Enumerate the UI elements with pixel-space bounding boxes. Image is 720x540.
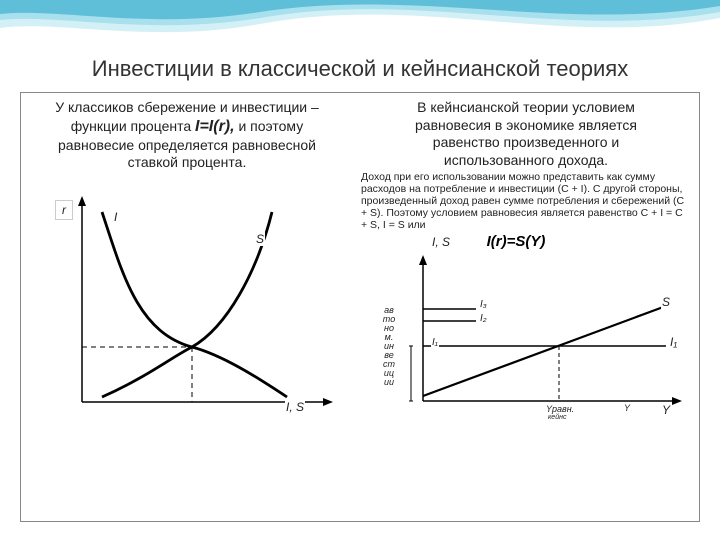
left-formula: I=I(r),: [195, 118, 235, 135]
classical-chart-svg: [27, 182, 347, 422]
left-pre: функции процента: [71, 118, 195, 134]
keynesian-chart: ав то но м. ин ве ст иц ии S I₁ I₁ I₂ I₃…: [361, 251, 691, 431]
right-para-1: В кейнсианской теории условием: [361, 99, 691, 117]
Y-label: Y: [661, 403, 671, 417]
right-y-label: I, S: [431, 235, 451, 249]
right-para-4: использованного дохода.: [361, 152, 691, 170]
left-post: и поэтому: [235, 118, 304, 134]
annot-autonomous: ав то но м. ин ве ст иц ии: [379, 306, 399, 387]
left-para-1: У классиков сбережение и инвестиции –: [27, 99, 347, 117]
left-S-label: S: [255, 232, 265, 246]
classical-chart: r I S I, S: [27, 182, 347, 422]
left-y-label: r: [55, 200, 73, 220]
I1-label-right: I₁: [669, 335, 678, 349]
left-I-label: I: [113, 210, 118, 224]
Yr-label: Yравн.: [545, 404, 575, 414]
right-equation: I(r)=S(Y): [487, 233, 546, 250]
right-para-3: равенство произведенного и: [361, 134, 691, 152]
header-wave: [0, 0, 720, 48]
Yk-label: кейнс: [547, 414, 567, 421]
left-para-2: функции процента I=I(r), и поэтому: [27, 117, 347, 137]
left-column: У классиков сбережение и инвестиции – фу…: [27, 99, 347, 422]
page-title: Инвестиции в классической и кейнсианской…: [0, 56, 720, 82]
S-label: S: [661, 295, 671, 309]
content-frame: У классиков сбережение и инвестиции – фу…: [20, 92, 700, 522]
left-para-4: ставкой процента.: [27, 154, 347, 172]
left-para-3: равновесие определяется равновесной: [27, 137, 347, 155]
right-small: Доход при его использовании можно предст…: [361, 171, 691, 231]
keynesian-chart-svg: [361, 251, 691, 431]
left-x-label: I, S: [285, 400, 305, 414]
I2-label: I₂: [479, 313, 488, 324]
right-column: В кейнсианской теории условием равновеси…: [361, 99, 691, 431]
Y2-label: Y: [623, 403, 631, 413]
I3-label: I₃: [479, 299, 488, 310]
right-para-2: равновесия в экономике является: [361, 117, 691, 135]
I1-label-left: I₁: [431, 337, 439, 348]
